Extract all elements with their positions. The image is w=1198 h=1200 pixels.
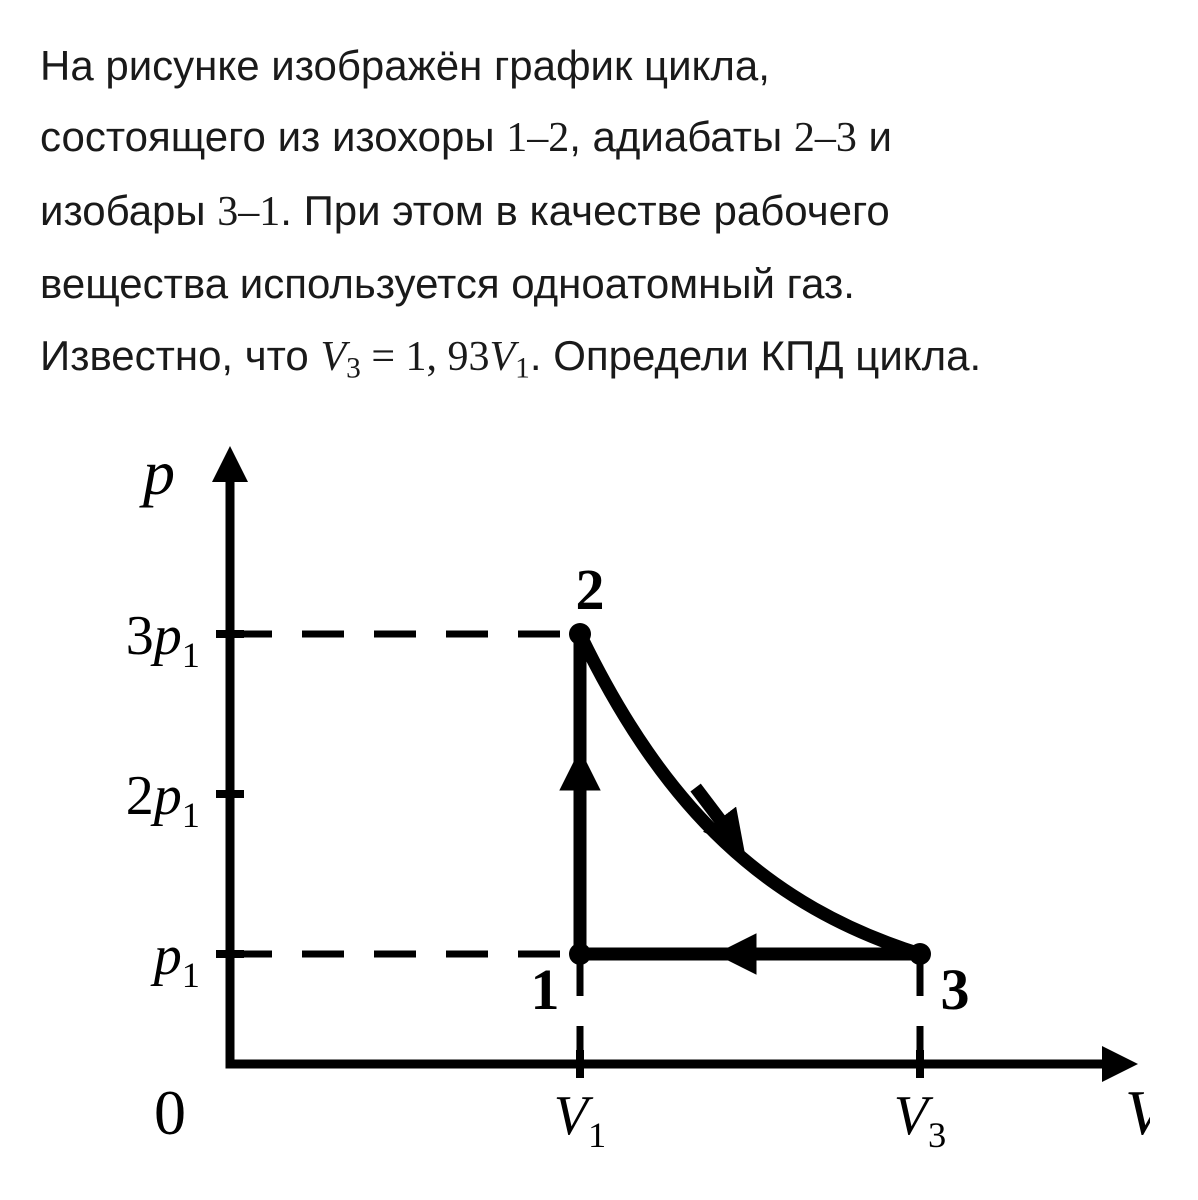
svg-text:3p1: 3p1 — [126, 605, 200, 675]
problem-text: На рисунке изображён график цикла, состо… — [40, 30, 1158, 394]
eq-mid: = 1, 93 — [361, 334, 490, 380]
seg-23: 2–3 — [794, 115, 857, 161]
text-line1: На рисунке изображён график цикла, — [40, 42, 770, 89]
seg-12: 1–2 — [506, 115, 569, 161]
svg-text:p1: p1 — [150, 925, 200, 995]
svg-text:2p1: 2p1 — [126, 765, 200, 835]
svg-text:p: p — [139, 437, 175, 508]
svg-text:2: 2 — [576, 557, 605, 622]
text-line5b: . Определи КПД цикла. — [530, 332, 981, 379]
pv-diagram: p V 0 p1 2p1 3p1 V1 V3 1 2 3 — [40, 424, 1150, 1164]
text-line4: вещества используется одноатомный газ. — [40, 260, 855, 307]
page: На рисунке изображён график цикла, состо… — [0, 0, 1198, 1200]
eq-rhs-sub: 1 — [515, 352, 530, 384]
text-line5a: Известно, что — [40, 332, 320, 379]
eq: V3 = 1, 93V1 — [320, 334, 529, 380]
text-line3a: изобары — [40, 187, 217, 234]
eq-lhs-var: V — [320, 334, 346, 380]
pv-diagram-svg: p V 0 p1 2p1 3p1 V1 V3 1 2 3 — [40, 424, 1150, 1164]
text-line2b: , адиабаты — [569, 113, 794, 160]
eq-rhs-var: V — [490, 334, 516, 380]
svg-text:V: V — [1125, 1077, 1150, 1148]
svg-text:0: 0 — [154, 1077, 186, 1148]
seg-31: 3–1 — [217, 189, 280, 235]
svg-text:1: 1 — [531, 957, 560, 1022]
text-line3b: . При этом в качестве рабочего — [280, 187, 889, 234]
eq-lhs-sub: 3 — [346, 352, 361, 384]
svg-text:3: 3 — [941, 957, 970, 1022]
svg-text:V1: V1 — [554, 1085, 606, 1155]
svg-text:V3: V3 — [894, 1085, 946, 1155]
text-line2a: состоящего из изохоры — [40, 113, 506, 160]
text-line2c: и — [857, 113, 892, 160]
